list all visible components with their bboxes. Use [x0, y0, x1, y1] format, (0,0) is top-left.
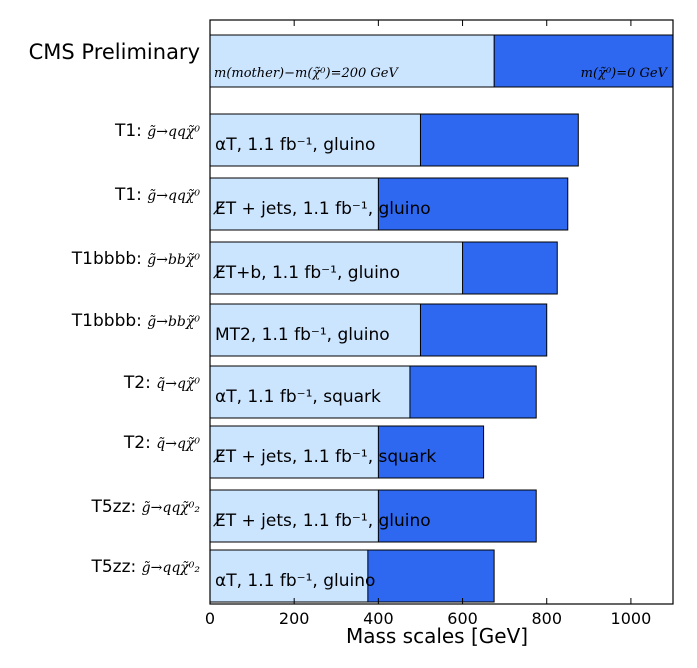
row-decay: g̃→qqχ̃⁰₂ [142, 560, 201, 576]
row-model: T2: [123, 433, 156, 453]
row-decay: g̃→bbχ̃⁰ [147, 252, 200, 268]
bar-analysis-label: E̸T+b, 1.1 fb⁻¹, gluino [213, 263, 400, 283]
bar-analysis-label: αT, 1.1 fb⁻¹, squark [215, 387, 381, 407]
bar-analysis-label: αT, 1.1 fb⁻¹, gluino [215, 135, 375, 155]
legend-bar-dark [493, 34, 674, 88]
chart-title: CMS Preliminary [29, 40, 200, 64]
bar-analysis-label: E̸T + jets, 1.1 fb⁻¹, squark [213, 447, 437, 467]
bars-layer [209, 34, 674, 603]
row-label: T1: g̃→qqχ̃⁰ [114, 121, 200, 141]
row-label: T5zz: g̃→qqχ̃⁰₂ [90, 497, 200, 517]
row-decay: q̃→qχ̃⁰ [156, 436, 200, 452]
bar-analysis-label: αT, 1.1 fb⁻¹, gluino [215, 571, 375, 591]
row-decay: g̃→qqχ̃⁰ [147, 188, 200, 204]
bar-light [209, 113, 421, 167]
axis-layer: 0 200 400 600 800 1000 [205, 19, 674, 628]
x-tick-label: 800 [531, 609, 562, 628]
row-decay: g̃→bbχ̃⁰ [147, 314, 200, 330]
x-tick-label: 400 [363, 609, 394, 628]
bar-analysis-label: MT2, 1.1 fb⁻¹, gluino [215, 325, 390, 345]
row-decay: g̃→qqχ̃⁰ [147, 124, 200, 140]
row-model: T1: [114, 121, 147, 141]
row-model: T1: [114, 185, 147, 205]
row-model: T1bbbb: [71, 249, 148, 269]
row-model: T1bbbb: [71, 311, 148, 331]
row-model: T2: [123, 373, 156, 393]
bar-analysis-label: E̸T + jets, 1.1 fb⁻¹, gluino [213, 199, 431, 219]
row-label: T2: q̃→qχ̃⁰ [123, 433, 200, 453]
row-decay: q̃→qχ̃⁰ [156, 376, 200, 392]
row-decay: g̃→qqχ̃⁰₂ [142, 500, 201, 516]
legend-bar-light [209, 34, 495, 88]
row-label: T5zz: g̃→qqχ̃⁰₂ [90, 557, 200, 577]
row-model: T5zz: [90, 497, 141, 517]
bar-light [209, 425, 379, 479]
legend-label-light: m(mother)−m(χ̃⁰)=200 GeV [214, 66, 399, 81]
labels-layer: CMS Preliminary m(mother)−m(χ̃⁰)=200 GeV m… [29, 40, 669, 591]
x-tick-label: 0 [205, 609, 215, 628]
x-tick-label: 600 [447, 609, 478, 628]
bar-analysis-label: E̸T + jets, 1.1 fb⁻¹, gluino [213, 511, 431, 531]
bar-light [209, 177, 379, 231]
bar-light [209, 303, 421, 357]
row-label: T1bbbb: g̃→bbχ̃⁰ [71, 311, 201, 331]
row-label: T1bbbb: g̃→bbχ̃⁰ [71, 249, 201, 269]
x-axis-label: Mass scales [GeV] [346, 624, 528, 648]
x-tick-label: 1000 [611, 609, 652, 628]
legend-label-dark: m(χ̃⁰)=0 GeV [581, 66, 669, 81]
bar-light [209, 365, 411, 419]
row-label: T1: g̃→qqχ̃⁰ [114, 185, 200, 205]
plot-frame [209, 19, 674, 605]
row-label: T2: q̃→qχ̃⁰ [123, 373, 200, 393]
row-model: T5zz: [90, 557, 141, 577]
x-tick-label: 200 [279, 609, 310, 628]
